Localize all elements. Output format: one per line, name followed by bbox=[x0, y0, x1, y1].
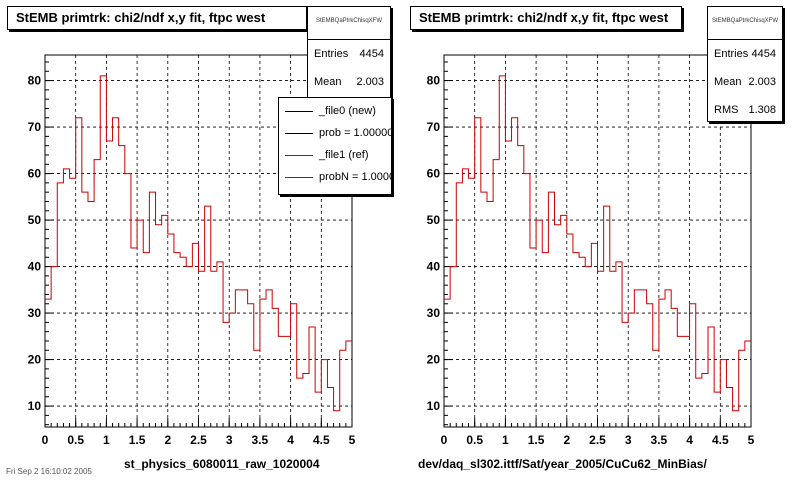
stats-value: 4454 bbox=[751, 48, 776, 60]
legend-entry-prob: prob = 1.000000 bbox=[279, 122, 391, 144]
legend-entry-probn: probN = 1.000000 bbox=[279, 166, 391, 188]
histogram-series bbox=[444, 75, 751, 412]
stats-label: RMS bbox=[714, 104, 739, 116]
legend-line-swatch bbox=[285, 132, 313, 134]
stats-value: 2.003 bbox=[356, 76, 384, 88]
stats-label: Entries bbox=[714, 48, 749, 60]
stats-value: 2.003 bbox=[748, 76, 776, 88]
footer-timestamp: Fri Sep 2 16:10:02 2005 bbox=[6, 467, 92, 476]
right-plot-title: StEMB primtrk: chi2/ndf x,y fit, ftpc we… bbox=[410, 6, 682, 30]
y-tick-label: 70 bbox=[28, 120, 42, 134]
x-tick-label: 2.5 bbox=[589, 433, 606, 447]
left-x-axis-title: st_physics_6080011_raw_1020004 bbox=[124, 457, 320, 471]
x-tick-label: 1.5 bbox=[129, 433, 146, 447]
left-plot-title: StEMB primtrk: chi2/ndf x,y fit, ftpc we… bbox=[7, 6, 307, 30]
x-tick-label: 2.5 bbox=[190, 433, 207, 447]
x-tick-label: 5 bbox=[349, 433, 356, 447]
y-tick-label: 30 bbox=[427, 306, 441, 320]
y-tick-label: 80 bbox=[427, 74, 441, 88]
y-tick-label: 60 bbox=[28, 167, 42, 181]
legend-label: prob = 1.000000 bbox=[319, 127, 392, 139]
x-tick-label: 0 bbox=[441, 433, 448, 447]
stats-row-mean: Mean 2.003 bbox=[708, 68, 782, 96]
y-tick-label: 60 bbox=[427, 167, 441, 181]
y-tick-label: 10 bbox=[427, 399, 441, 413]
x-tick-label: 0.5 bbox=[466, 433, 483, 447]
legend-line-swatch bbox=[285, 154, 313, 156]
x-tick-label: 1 bbox=[103, 433, 110, 447]
legend-label: _file1 (ref) bbox=[319, 149, 369, 161]
y-tick-label: 20 bbox=[427, 353, 441, 367]
x-tick-label: 4.5 bbox=[313, 433, 330, 447]
stats-row-entries: Entries 4454 bbox=[308, 40, 390, 68]
x-tick-label: 5 bbox=[748, 433, 755, 447]
x-tick-label: 3.5 bbox=[651, 433, 668, 447]
stats-label: Mean bbox=[714, 76, 742, 88]
y-tick-label: 20 bbox=[28, 353, 42, 367]
stats-value: 1.308 bbox=[748, 104, 776, 116]
y-tick-label: 40 bbox=[28, 260, 42, 274]
x-tick-label: 3 bbox=[625, 433, 632, 447]
legend-entry-file1: _file1 (ref) bbox=[279, 144, 391, 166]
stats-label: Entries bbox=[314, 48, 349, 60]
x-tick-label: 4 bbox=[686, 433, 693, 447]
legend-line-swatch bbox=[285, 110, 313, 112]
y-tick-label: 40 bbox=[427, 260, 441, 274]
stats-row-rms: RMS 1.308 bbox=[708, 96, 782, 124]
legend-line-swatch bbox=[285, 176, 313, 178]
right-stats-box: StEMBQaPtrkChisqXFW Entries 4454 Mean 2.… bbox=[707, 6, 783, 122]
x-tick-label: 2 bbox=[563, 433, 570, 447]
legend-entry-file0: _file0 (new) bbox=[279, 100, 391, 122]
stats-value: 4454 bbox=[359, 48, 384, 60]
stats-row-entries: Entries 4454 bbox=[708, 40, 782, 68]
left-stats-box: StEMBQaPtrkChisqXFW Entries 4454 Mean 2.… bbox=[307, 6, 391, 100]
x-tick-label: 4 bbox=[287, 433, 294, 447]
y-tick-label: 50 bbox=[427, 213, 441, 227]
x-tick-label: 0.5 bbox=[67, 433, 84, 447]
y-tick-label: 30 bbox=[28, 306, 42, 320]
stats-histogram-name: StEMBQaPtrkChisqXFW bbox=[708, 7, 782, 40]
y-tick-label: 10 bbox=[28, 399, 42, 413]
x-tick-label: 0 bbox=[42, 433, 49, 447]
legend-label: probN = 1.000000 bbox=[319, 171, 391, 183]
stats-histogram-name: StEMBQaPtrkChisqXFW bbox=[308, 7, 390, 40]
stats-label: Mean bbox=[314, 76, 342, 88]
left-legend: _file0 (new) prob = 1.000000 _file1 (ref… bbox=[278, 97, 392, 195]
right-x-axis-title: dev/daq_sl302.ittf/Sat/year_2005/CuCu62_… bbox=[418, 457, 707, 471]
x-tick-label: 1 bbox=[502, 433, 509, 447]
y-tick-label: 80 bbox=[28, 74, 42, 88]
x-tick-label: 1.5 bbox=[528, 433, 545, 447]
y-tick-label: 70 bbox=[427, 120, 441, 134]
histogram-series bbox=[45, 75, 352, 412]
x-tick-label: 3 bbox=[226, 433, 233, 447]
x-tick-label: 2 bbox=[164, 433, 171, 447]
y-tick-label: 50 bbox=[28, 213, 42, 227]
stats-row-mean: Mean 2.003 bbox=[308, 68, 390, 96]
legend-label: _file0 (new) bbox=[319, 105, 376, 117]
x-tick-label: 3.5 bbox=[252, 433, 269, 447]
x-tick-label: 4.5 bbox=[712, 433, 729, 447]
